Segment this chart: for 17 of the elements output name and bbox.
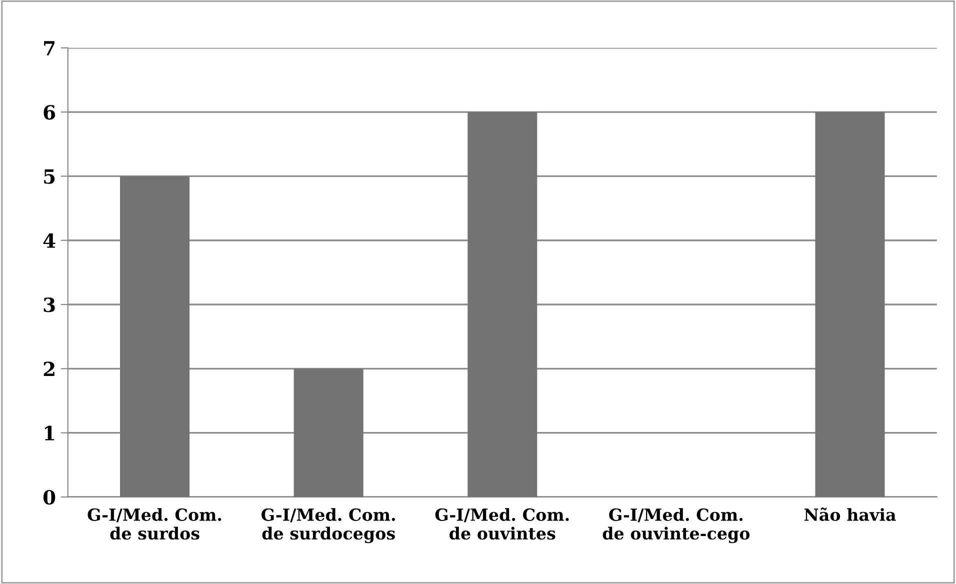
bar [468, 112, 538, 497]
x-tick-label: G-I/Med. Com. de ouvintes [435, 508, 569, 540]
x-tick-label: G-I/Med. Com. de surdos [88, 508, 222, 540]
y-tick-label: 4 [43, 233, 56, 248]
x-tick-label: G-I/Med. Com. de surdocegos [262, 508, 395, 544]
bar [120, 176, 190, 497]
y-tick-label: 0 [43, 490, 56, 505]
x-tick-label: G-I/Med. Com. de ouvinte-cego [602, 508, 750, 544]
y-tick-label: 5 [44, 169, 55, 184]
y-tick-label: 1 [44, 426, 54, 440]
bar [815, 112, 885, 497]
y-tick-label: 3 [44, 297, 55, 312]
y-tick-label: 2 [44, 362, 54, 376]
x-tick-label: Não havia [804, 508, 896, 521]
y-tick-label: 6 [44, 105, 56, 120]
bar [294, 368, 364, 497]
y-tick-label: 7 [44, 41, 54, 56]
